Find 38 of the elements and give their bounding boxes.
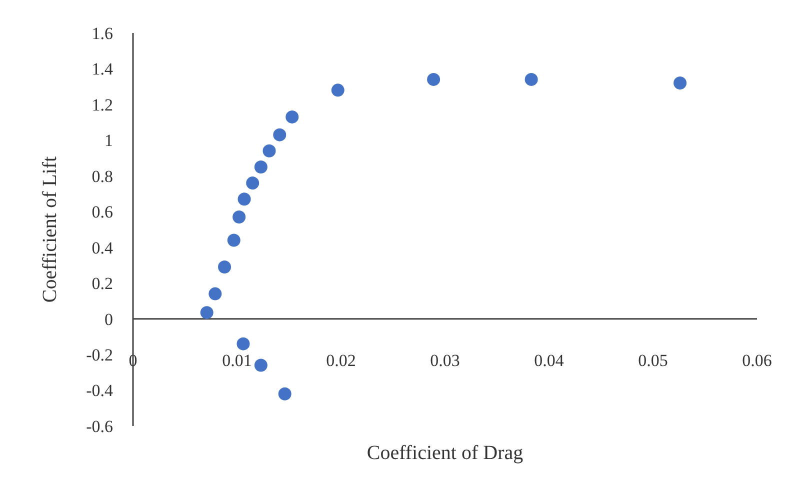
point	[254, 160, 268, 174]
point	[427, 72, 440, 86]
point	[278, 387, 292, 400]
y-tick-label: 1.2	[92, 95, 113, 114]
point	[238, 192, 251, 206]
point	[674, 76, 687, 90]
y-tick-label: 0.2	[92, 274, 113, 294]
point	[246, 176, 260, 190]
y-tick-label: 0.4	[92, 238, 114, 258]
y-tick-label: -0.6	[86, 416, 113, 436]
x-tick-label: 0.06	[742, 350, 772, 370]
point	[232, 210, 246, 224]
x-tick-label: 0.03	[430, 350, 460, 370]
point	[331, 84, 344, 97]
point	[236, 337, 250, 350]
y-tick-label: 0.6	[92, 202, 113, 222]
x-axis-title: Coefficient of Drag	[366, 442, 524, 464]
y-tick-label: 1.4	[92, 60, 114, 79]
x-tick-label: 0.01	[222, 350, 252, 370]
point	[286, 110, 299, 124]
y-tick-label: 1.6	[92, 24, 113, 43]
x-tick-label: 0.04	[534, 350, 564, 370]
y-tick-label: -0.2	[86, 345, 113, 364]
point	[227, 234, 240, 247]
point	[524, 72, 538, 86]
point	[200, 306, 214, 320]
point	[262, 144, 276, 158]
point	[208, 287, 222, 300]
y-tick-label: 1	[104, 131, 113, 150]
y-tick-label: 0	[104, 310, 113, 329]
x-tick-label: 0.02	[326, 350, 356, 370]
point	[218, 260, 232, 274]
y-tick-label: -0.4	[86, 381, 114, 400]
y-axis-title: Coefficient of Lift	[39, 156, 61, 303]
point	[254, 358, 268, 372]
x-tick-label: 0.05	[638, 350, 668, 370]
y-tick-label: 0.8	[92, 166, 113, 186]
point	[273, 128, 286, 142]
